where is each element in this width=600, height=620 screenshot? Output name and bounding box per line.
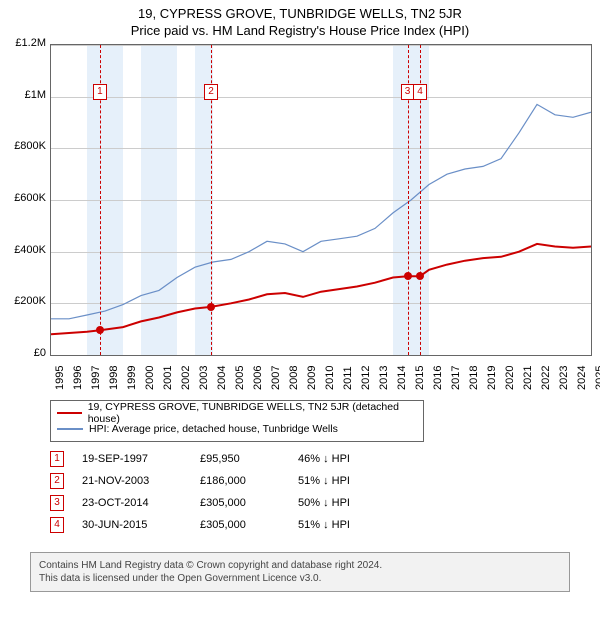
x-tick-label: 2020 bbox=[504, 366, 516, 390]
chart-title-line1: 19, CYPRESS GROVE, TUNBRIDGE WELLS, TN2 … bbox=[0, 0, 600, 21]
x-tick-label: 2008 bbox=[288, 366, 300, 390]
event-row: 1 19-SEP-1997 £95,950 46% ↓ HPI bbox=[50, 448, 378, 470]
chart-container: 19, CYPRESS GROVE, TUNBRIDGE WELLS, TN2 … bbox=[0, 0, 600, 620]
x-tick-label: 2005 bbox=[234, 366, 246, 390]
legend-box: 19, CYPRESS GROVE, TUNBRIDGE WELLS, TN2 … bbox=[50, 400, 424, 442]
x-tick-label: 2022 bbox=[540, 366, 552, 390]
chart-plot-area: 1234 bbox=[50, 44, 592, 356]
y-tick-label: £400K bbox=[6, 244, 46, 256]
event-marker-box: 2 bbox=[204, 84, 218, 100]
x-tick-label: 1996 bbox=[72, 366, 84, 390]
chart-title-line2: Price paid vs. HM Land Registry's House … bbox=[0, 21, 600, 38]
event-delta: 50% ↓ HPI bbox=[298, 497, 378, 509]
event-delta: 51% ↓ HPI bbox=[298, 519, 378, 531]
x-tick-label: 2021 bbox=[522, 366, 534, 390]
event-row: 2 21-NOV-2003 £186,000 51% ↓ HPI bbox=[50, 470, 378, 492]
footer-box: Contains HM Land Registry data © Crown c… bbox=[30, 552, 570, 592]
series-price_paid bbox=[51, 244, 591, 334]
x-tick-label: 2016 bbox=[432, 366, 444, 390]
y-tick-label: £200K bbox=[6, 295, 46, 307]
x-tick-label: 2007 bbox=[270, 366, 282, 390]
x-tick-label: 2018 bbox=[468, 366, 480, 390]
legend-swatch bbox=[57, 412, 82, 414]
event-num-box: 1 bbox=[50, 451, 64, 467]
x-tick-label: 2011 bbox=[342, 366, 354, 390]
footer-line1: Contains HM Land Registry data © Crown c… bbox=[39, 559, 561, 572]
x-tick-label: 2000 bbox=[144, 366, 156, 390]
series-hpi bbox=[51, 104, 591, 318]
x-tick-label: 1997 bbox=[90, 366, 102, 390]
x-tick-label: 1999 bbox=[126, 366, 138, 390]
event-table: 1 19-SEP-1997 £95,950 46% ↓ HPI 2 21-NOV… bbox=[50, 448, 378, 536]
event-delta: 51% ↓ HPI bbox=[298, 475, 378, 487]
chart-svg bbox=[51, 45, 591, 355]
data-marker bbox=[416, 272, 424, 280]
event-price: £95,950 bbox=[200, 453, 280, 465]
x-tick-label: 2012 bbox=[360, 366, 372, 390]
x-tick-label: 2019 bbox=[486, 366, 498, 390]
event-num-box: 4 bbox=[50, 517, 64, 533]
event-marker-box: 1 bbox=[93, 84, 107, 100]
y-tick-label: £0 bbox=[6, 347, 46, 359]
event-price: £186,000 bbox=[200, 475, 280, 487]
event-marker-box: 4 bbox=[413, 84, 427, 100]
event-date: 23-OCT-2014 bbox=[82, 497, 182, 509]
legend-swatch bbox=[57, 428, 83, 430]
y-tick-label: £600K bbox=[6, 192, 46, 204]
x-tick-label: 2024 bbox=[576, 366, 588, 390]
x-tick-label: 2006 bbox=[252, 366, 264, 390]
y-tick-label: £1.2M bbox=[6, 37, 46, 49]
event-date: 21-NOV-2003 bbox=[82, 475, 182, 487]
event-date: 19-SEP-1997 bbox=[82, 453, 182, 465]
x-tick-label: 2010 bbox=[324, 366, 336, 390]
x-tick-label: 2025 bbox=[594, 366, 600, 390]
event-row: 4 30-JUN-2015 £305,000 51% ↓ HPI bbox=[50, 514, 378, 536]
x-tick-label: 2015 bbox=[414, 366, 426, 390]
event-price: £305,000 bbox=[200, 519, 280, 531]
x-tick-label: 2017 bbox=[450, 366, 462, 390]
event-row: 3 23-OCT-2014 £305,000 50% ↓ HPI bbox=[50, 492, 378, 514]
event-num-box: 3 bbox=[50, 495, 64, 511]
x-tick-label: 2001 bbox=[162, 366, 174, 390]
y-tick-label: £1M bbox=[6, 89, 46, 101]
event-delta: 46% ↓ HPI bbox=[298, 453, 378, 465]
legend-label: HPI: Average price, detached house, Tunb… bbox=[89, 423, 338, 435]
legend-label: 19, CYPRESS GROVE, TUNBRIDGE WELLS, TN2 … bbox=[88, 401, 417, 425]
x-tick-label: 2014 bbox=[396, 366, 408, 390]
footer-line2: This data is licensed under the Open Gov… bbox=[39, 572, 561, 585]
x-tick-label: 2002 bbox=[180, 366, 192, 390]
data-marker bbox=[404, 272, 412, 280]
x-tick-label: 2009 bbox=[306, 366, 318, 390]
data-marker bbox=[207, 303, 215, 311]
x-tick-label: 2013 bbox=[378, 366, 390, 390]
x-tick-label: 2003 bbox=[198, 366, 210, 390]
event-price: £305,000 bbox=[200, 497, 280, 509]
data-marker bbox=[96, 326, 104, 334]
legend-item: 19, CYPRESS GROVE, TUNBRIDGE WELLS, TN2 … bbox=[57, 405, 417, 421]
event-date: 30-JUN-2015 bbox=[82, 519, 182, 531]
x-tick-label: 1998 bbox=[108, 366, 120, 390]
x-tick-label: 1995 bbox=[54, 366, 66, 390]
x-tick-label: 2004 bbox=[216, 366, 228, 390]
x-tick-label: 2023 bbox=[558, 366, 570, 390]
y-tick-label: £800K bbox=[6, 140, 46, 152]
event-num-box: 2 bbox=[50, 473, 64, 489]
